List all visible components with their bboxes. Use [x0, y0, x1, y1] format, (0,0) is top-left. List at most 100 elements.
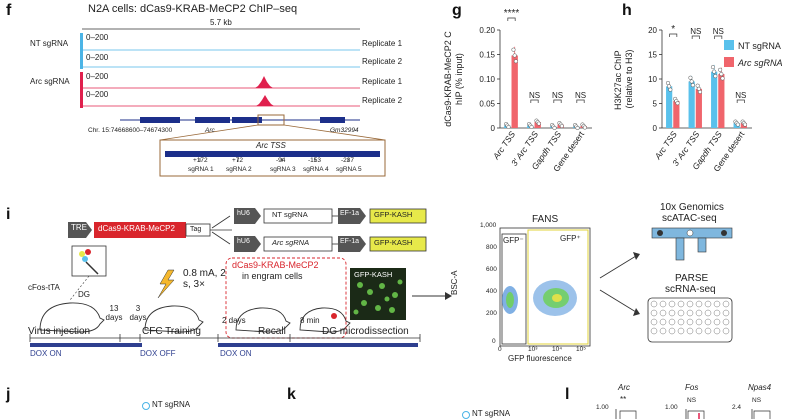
plate-well: [704, 318, 712, 326]
track-range-4: 0–200: [86, 90, 109, 99]
j-legend-marker: [142, 402, 150, 410]
dox-on-1: DOX ON: [30, 349, 62, 358]
y-tick-label: 20: [648, 26, 657, 35]
sgrna-label-4: sgRNA 4: [303, 166, 329, 173]
sgrna-offset-1: +172: [193, 157, 208, 164]
y-tick-label: 15: [648, 51, 657, 60]
y-tick-label: 5: [653, 100, 658, 109]
gene-label-gm: Gm32994: [330, 127, 359, 134]
dox-bar-2: [218, 343, 418, 347]
plate-well: [668, 309, 676, 317]
data-point: [582, 125, 587, 130]
plate-well: [713, 300, 721, 308]
fans-xlabel: GFP fluorescence: [508, 354, 572, 363]
data-point: [512, 53, 517, 58]
y-tick-label: 0.05: [479, 100, 495, 109]
significance-label: NS: [575, 91, 586, 100]
plate-well: [704, 309, 712, 317]
plate-well: [713, 318, 721, 326]
data-point: [529, 125, 534, 130]
y-tick-label: 0: [491, 124, 496, 133]
gate-pos-label: GFP⁺: [560, 234, 581, 243]
effector-box: [94, 222, 186, 238]
legend-label: Arc sgRNA: [737, 58, 783, 68]
gate-neg: [501, 233, 527, 345]
virus-dot-red: [85, 249, 91, 255]
fans-title: FANS: [532, 214, 559, 225]
bar: [718, 74, 725, 128]
hu6-label-1: hU6: [237, 210, 250, 217]
effector-label: dCas9-KRAB-MeCP2: [98, 224, 175, 233]
plate-well: [650, 309, 658, 317]
track-range-3: 0–200: [86, 72, 109, 81]
l-sig-npas4: NS: [752, 397, 762, 404]
sgrna-label-3: sgRNA 3: [270, 166, 296, 173]
plate-well: [704, 300, 712, 308]
data-point: [689, 79, 694, 84]
track-group-nt: NT sgRNA: [30, 39, 69, 48]
data-point: [559, 124, 564, 129]
l-gene-npas4: Npas4: [748, 383, 772, 392]
l-yval-fos: 1.00: [665, 404, 678, 411]
data-point: [513, 59, 518, 64]
tag-label: Tag: [190, 226, 202, 233]
sgrna-label-5: sgRNA 5: [336, 166, 362, 173]
plate-well: [668, 300, 676, 308]
legend-swatch: [724, 40, 734, 50]
sgrna-label-1: sgRNA 1: [188, 166, 214, 173]
arrow-to-rna: [633, 308, 640, 316]
chart-h: 0 5 10 15 20 H3K27ac ChIP (relative to H3) * Ar…: [613, 24, 783, 173]
l-sig-arc: **: [620, 395, 627, 404]
plate-well: [713, 327, 721, 335]
data-point: [743, 122, 748, 127]
arrow-to-fans: [445, 292, 452, 300]
track-replicate-4: Replicate 2: [362, 96, 403, 105]
fans-ytick-800: 800: [486, 244, 497, 251]
chip-seq-title: N2A cells: dCas9-KRAB-MeCP2 ChIP–seq: [88, 3, 298, 15]
fans-ytick-400: 400: [486, 288, 497, 295]
plate-well: [659, 300, 667, 308]
data-point: [675, 101, 680, 106]
fans-ytick-1000: 1,000: [480, 222, 497, 229]
fans-xtick-5: 10⁵: [576, 346, 586, 353]
data-point: [667, 84, 672, 89]
plate-well: [650, 300, 658, 308]
dox-on-2: DOX ON: [220, 349, 252, 358]
plate-well: [722, 318, 730, 326]
plate-well: [686, 318, 694, 326]
plate-well: [677, 318, 685, 326]
significance-label: NS: [713, 27, 724, 36]
gfp-kash-label-2: GFP-KASH: [374, 238, 413, 247]
plate-well: [722, 309, 730, 317]
step-cfc: CFC Training: [142, 326, 201, 337]
ef1a-label-1: EF-1a: [340, 210, 360, 217]
data-point: [720, 76, 725, 81]
plate-well: [695, 327, 703, 335]
y-tick-label: 0: [653, 124, 658, 133]
mouse-icon-4: [299, 307, 351, 333]
plate-well: [650, 327, 658, 335]
peak-arc-rep1: [255, 76, 273, 88]
data-point: [575, 125, 580, 131]
l-gene-arc: Arc: [618, 383, 630, 392]
data-point: [506, 125, 511, 130]
panel-letter-j: j: [6, 386, 11, 403]
days13-label: 13 days: [105, 304, 123, 322]
data-point: [698, 89, 703, 94]
sgrna-offset-2: +72: [232, 157, 244, 164]
track-replicate-2: Replicate 2: [362, 57, 403, 66]
track-replicate-1: Replicate 1: [362, 39, 403, 48]
arrow-to-arc: [211, 231, 231, 245]
y-axis-label: dCas9-KRAB-MeCP2 ChIP (% input): [443, 31, 464, 127]
plate-well: [677, 309, 685, 317]
rna-line-2: scRNA-seq: [665, 284, 716, 295]
l-yval-arc: 1.00: [596, 404, 609, 411]
sgrna-offset-3: -94: [276, 157, 286, 164]
tre-label: TRE: [71, 223, 87, 232]
zoom-line-right: [283, 124, 386, 141]
data-point: [713, 74, 718, 79]
gene-exon-2: [195, 117, 230, 123]
inset-title: Arc TSS: [256, 141, 286, 150]
data-point: [552, 125, 557, 131]
shock-icon: [157, 269, 175, 299]
